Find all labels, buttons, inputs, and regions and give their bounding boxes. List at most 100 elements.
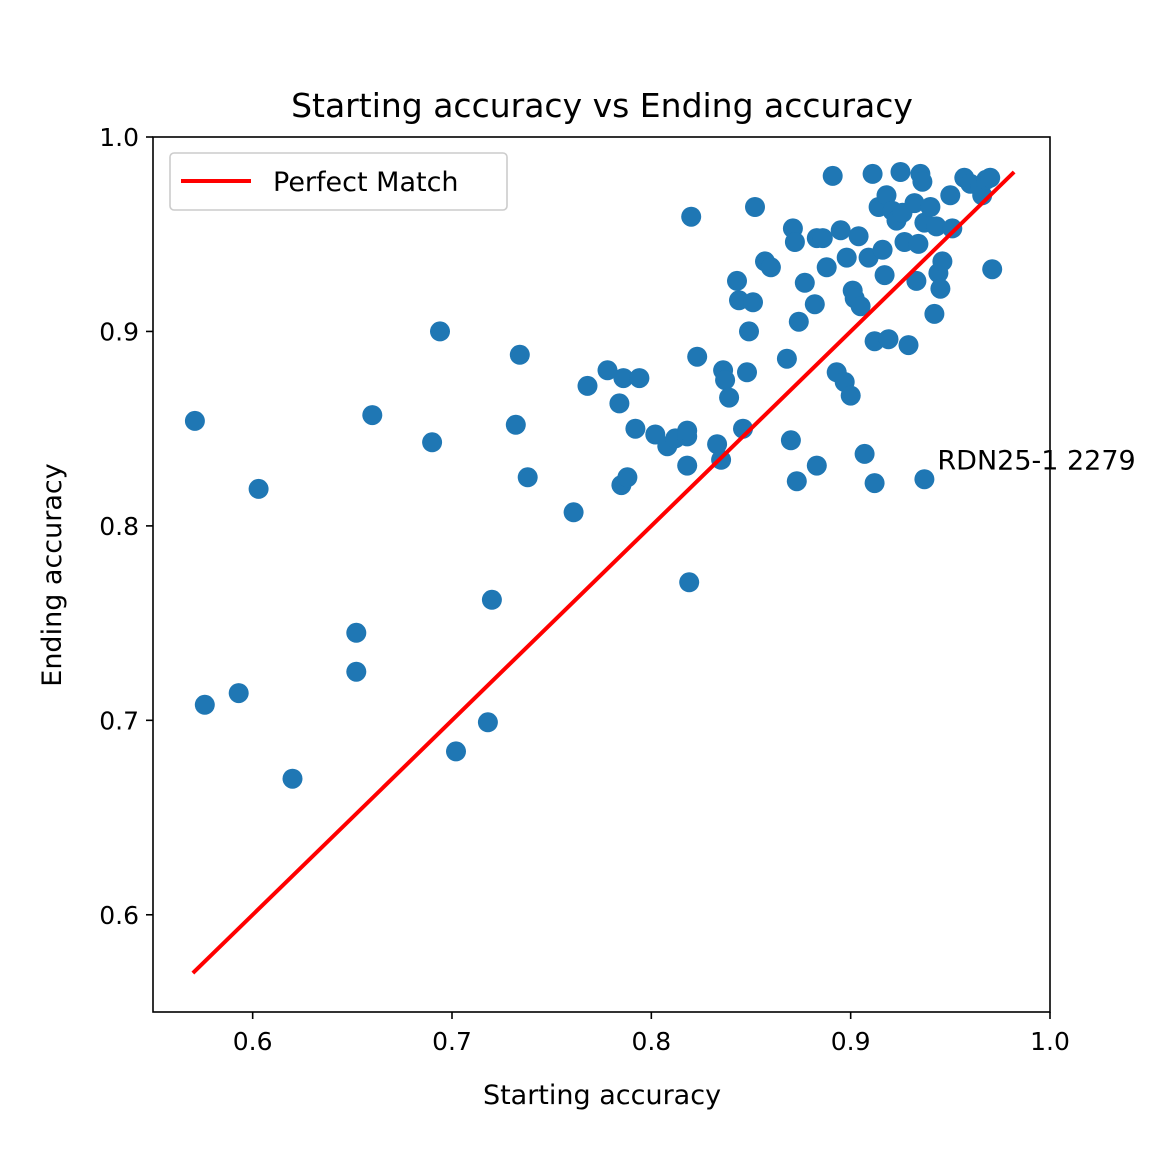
data-point: [906, 270, 927, 291]
data-point: [794, 272, 815, 293]
data-point: [786, 471, 807, 492]
data-point: [737, 362, 757, 383]
perfect-match-line: [191, 170, 1016, 975]
x-tick-label: 0.6: [233, 1027, 273, 1056]
data-point: [194, 694, 215, 715]
data-point: [228, 683, 249, 704]
data-point: [848, 226, 869, 247]
data-point: [517, 467, 538, 488]
data-point: [908, 233, 929, 254]
data-point: [629, 368, 650, 389]
x-tick-label: 0.8: [631, 1027, 671, 1056]
data-point: [617, 467, 638, 488]
data-point: [822, 165, 843, 186]
data-point: [509, 344, 530, 365]
data-point: [840, 385, 861, 406]
x-axis-ticks: 0.6 0.7 0.8 0.9 1.0: [233, 1012, 1070, 1056]
legend-box: [169, 152, 508, 211]
data-point: [912, 171, 933, 192]
data-point: [830, 220, 851, 241]
data-point: [346, 661, 367, 682]
data-point: [477, 712, 498, 733]
y-tick-label: 1.0: [99, 123, 139, 152]
data-point: [282, 768, 303, 789]
x-tick-label: 1.0: [1030, 1027, 1070, 1056]
plot-frame: [152, 136, 1051, 1013]
chart-title: Starting accuracy vs Ending accuracy: [291, 86, 913, 125]
data-point: [788, 311, 809, 332]
legend-label-perfect-match: Perfect Match: [273, 167, 459, 198]
data-point: [679, 572, 700, 593]
data-point: [609, 393, 630, 414]
data-point: [850, 296, 871, 317]
data-point: [982, 259, 1003, 280]
data-point: [784, 232, 805, 252]
data-point: [422, 432, 443, 453]
data-point: [904, 193, 925, 214]
data-point: [940, 185, 961, 206]
data-point: [920, 197, 941, 217]
data-point: [727, 270, 747, 291]
y-tick-label: 0.8: [99, 512, 139, 541]
data-point: [942, 218, 963, 239]
data-point: [872, 239, 893, 260]
data-point: [760, 257, 781, 278]
data-point: [812, 228, 833, 249]
y-tick-label: 0.6: [99, 901, 139, 930]
data-point: [346, 622, 367, 643]
data-point: [577, 375, 598, 396]
data-point: [625, 418, 646, 439]
data-point: [613, 368, 634, 389]
data-point: [836, 247, 857, 268]
data-point: [677, 420, 698, 441]
data-point: [876, 185, 897, 206]
line-layer: [191, 170, 1016, 975]
x-tick-label: 0.9: [831, 1027, 871, 1056]
data-point: [932, 251, 953, 272]
x-axis-label: Starting accuracy: [483, 1080, 721, 1111]
data-point: [707, 434, 728, 455]
data-point: [743, 292, 763, 313]
data-point: [804, 294, 825, 315]
data-point: [806, 455, 827, 476]
y-axis-ticks: 0.6 0.7 0.8 0.9 1.0: [99, 123, 153, 930]
data-point: [505, 414, 526, 435]
data-point: [914, 469, 935, 490]
data-point: [681, 206, 702, 227]
point-annotation: RDN25-1 2279: [937, 446, 1135, 477]
data-point: [862, 163, 883, 184]
data-point: [898, 335, 919, 356]
data-point: [719, 387, 740, 408]
data-point: [930, 278, 951, 299]
data-point: [745, 197, 765, 217]
data-point: [597, 360, 618, 381]
data-point: [890, 162, 911, 182]
data-point: [816, 257, 837, 278]
y-axis-label: Ending accuracy: [37, 463, 68, 686]
data-point: [980, 167, 1001, 188]
data-point: [878, 329, 899, 350]
data-point: [864, 473, 885, 494]
data-point: [715, 370, 736, 391]
data-point: [563, 502, 584, 523]
y-tick-label: 0.7: [99, 706, 139, 735]
data-point: [248, 478, 269, 499]
data-point: [780, 430, 801, 451]
data-point: [446, 741, 466, 762]
data-point: [926, 216, 947, 237]
data-point: [481, 589, 502, 610]
data-point: [430, 321, 450, 342]
data-point: [854, 443, 875, 464]
data-point: [184, 410, 205, 431]
legend: Perfect Match: [169, 152, 508, 211]
data-point: [739, 321, 759, 342]
data-point: [924, 303, 945, 324]
data-point: [362, 405, 383, 426]
data-point: [874, 265, 895, 286]
y-tick-label: 0.9: [99, 317, 139, 346]
data-point: [776, 348, 797, 369]
data-point: [687, 346, 708, 367]
x-tick-label: 0.7: [432, 1027, 472, 1056]
data-point: [677, 455, 698, 476]
